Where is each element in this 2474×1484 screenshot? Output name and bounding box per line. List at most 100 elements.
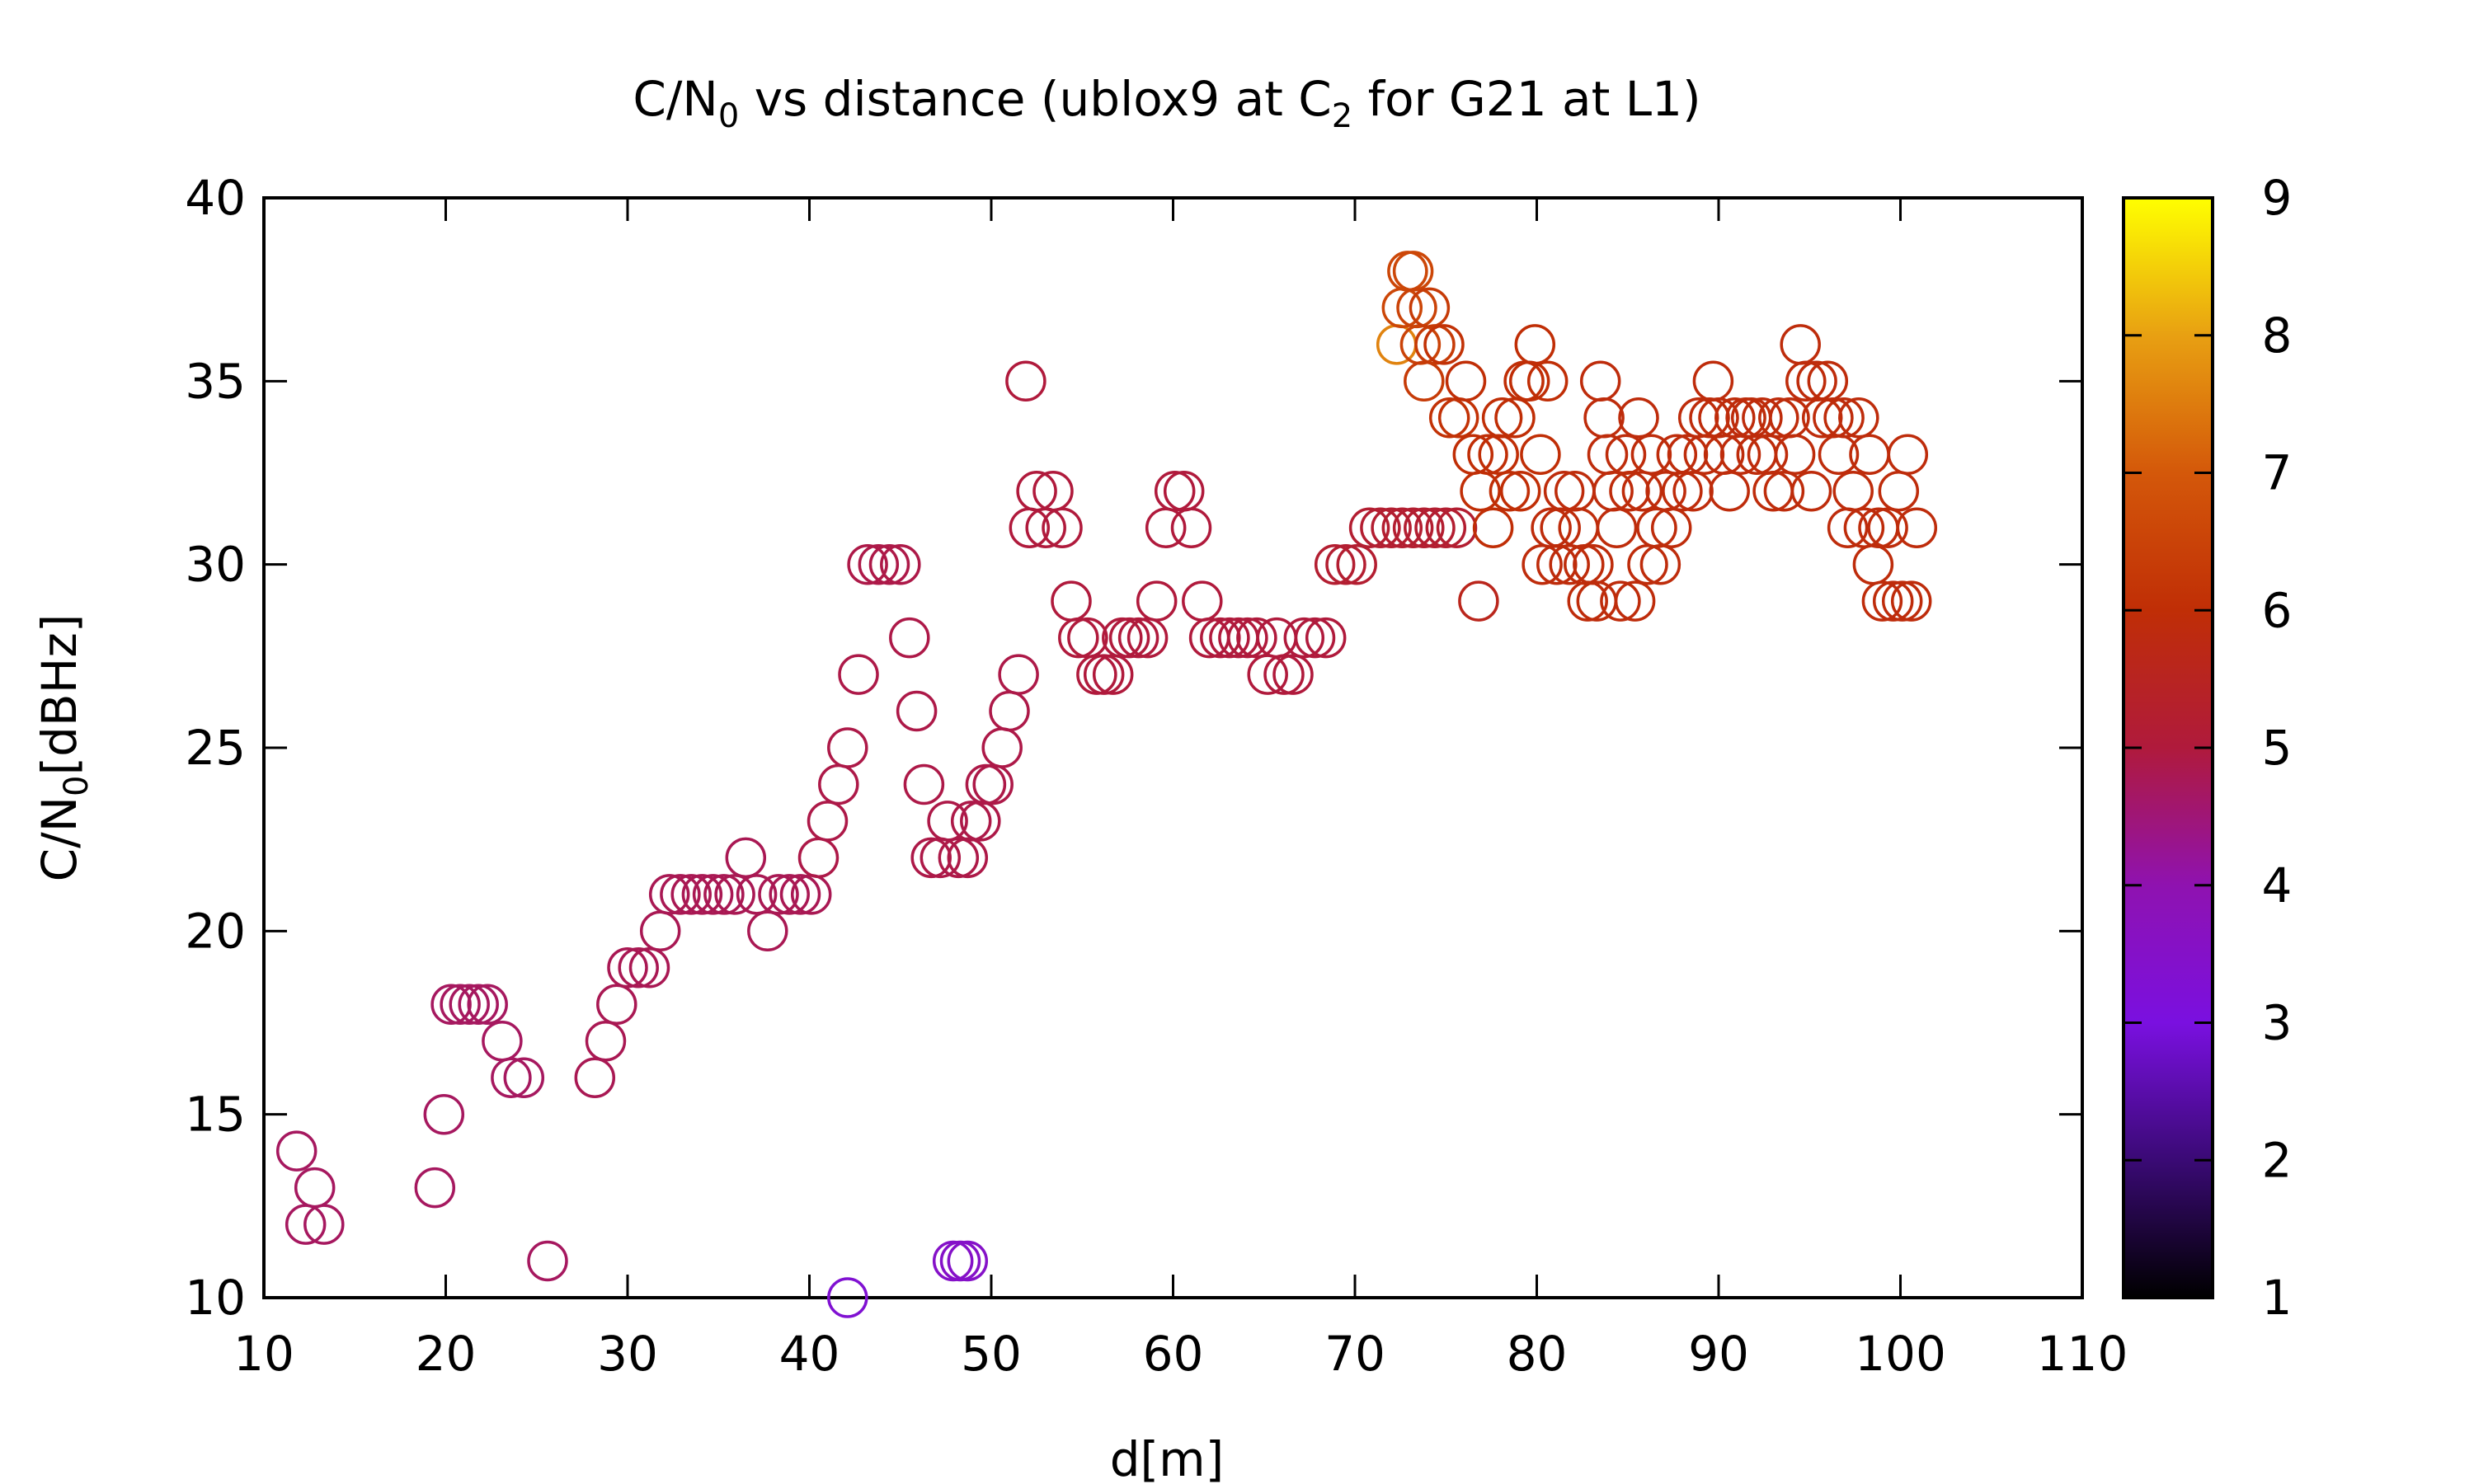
x-tick-label: 70 xyxy=(1324,1326,1385,1382)
data-point xyxy=(1774,434,1816,476)
colorbar-tick-label: 3 xyxy=(2262,995,2293,1051)
data-point xyxy=(628,947,670,989)
data-point xyxy=(1881,580,1923,622)
data-point xyxy=(1092,654,1134,695)
data-point xyxy=(430,984,472,1026)
data-point xyxy=(1692,360,1734,402)
data-point xyxy=(1032,470,1074,512)
data-point xyxy=(1423,324,1465,365)
x-tick-label: 60 xyxy=(1143,1326,1204,1382)
data-point xyxy=(303,1204,345,1245)
scatter-points xyxy=(275,251,1938,1318)
data-point xyxy=(1425,507,1467,548)
x-tick-label: 50 xyxy=(961,1326,1022,1382)
data-point xyxy=(747,910,788,952)
colorbar-tick-label: 7 xyxy=(2262,445,2293,501)
data-point xyxy=(725,837,767,879)
data-point xyxy=(972,763,1014,805)
data-point xyxy=(1609,470,1650,512)
data-point xyxy=(1600,580,1641,622)
data-point xyxy=(838,654,879,695)
y-axis-label: C/N0[dBHz] xyxy=(31,614,96,882)
data-point xyxy=(491,1057,532,1098)
data-point xyxy=(423,1093,465,1135)
y-axis-label-prefix: C/N xyxy=(31,796,87,881)
data-point xyxy=(294,1167,336,1209)
x-axis-label: d[m] xyxy=(1110,1431,1225,1484)
data-point xyxy=(1861,580,1903,622)
data-point xyxy=(1414,507,1456,548)
data-point xyxy=(1554,470,1596,512)
data-point xyxy=(1478,434,1519,476)
data-point xyxy=(827,1277,868,1318)
data-point xyxy=(440,984,481,1026)
data-point xyxy=(965,763,1007,805)
data-point xyxy=(818,763,859,805)
data-point xyxy=(1182,580,1223,622)
data-point xyxy=(827,727,868,768)
colorbar-tick-label: 6 xyxy=(2262,582,2293,638)
data-point xyxy=(607,947,648,989)
y-axis-label-sub: 0 xyxy=(58,776,96,796)
data-point xyxy=(1314,543,1356,585)
data-point xyxy=(779,874,821,915)
data-point xyxy=(1752,470,1794,512)
y-tick-label: 35 xyxy=(185,353,246,409)
data-point xyxy=(275,1130,317,1172)
data-point xyxy=(807,801,849,842)
data-point xyxy=(1878,470,1920,512)
data-point xyxy=(1790,470,1832,512)
x-tick-label: 40 xyxy=(779,1326,840,1382)
y-tick-label: 25 xyxy=(185,720,246,776)
data-point xyxy=(1780,324,1821,365)
data-point xyxy=(1472,507,1514,548)
data-point xyxy=(889,617,930,659)
data-point xyxy=(1650,507,1692,548)
data-point xyxy=(910,837,952,879)
y-tick-label: 15 xyxy=(185,1087,246,1143)
data-point xyxy=(1283,617,1325,659)
y-tick-label: 20 xyxy=(185,903,246,959)
data-point xyxy=(1807,360,1849,402)
data-point xyxy=(1016,470,1057,512)
data-point xyxy=(1305,617,1347,659)
data-point xyxy=(618,947,659,989)
data-point xyxy=(1592,470,1634,512)
data-point xyxy=(1639,543,1681,585)
data-point xyxy=(458,984,499,1026)
x-tick-label: 90 xyxy=(1688,1326,1749,1382)
data-point xyxy=(1709,470,1750,512)
data-point xyxy=(1852,543,1894,585)
data-point xyxy=(1499,470,1541,512)
chart-title-sub2: 2 xyxy=(1332,97,1352,135)
data-point xyxy=(681,874,723,915)
data-point xyxy=(903,763,945,805)
data-point xyxy=(858,543,900,585)
data-point xyxy=(1404,360,1445,402)
colorbar-tick-label: 4 xyxy=(2262,857,2293,913)
data-point xyxy=(414,1167,456,1209)
data-point xyxy=(1896,507,1938,548)
data-point xyxy=(1583,397,1625,439)
data-point xyxy=(1042,507,1083,548)
data-point xyxy=(1520,434,1561,476)
data-point xyxy=(1154,470,1196,512)
data-point xyxy=(1348,507,1390,548)
data-point xyxy=(1576,580,1618,622)
axis-ticks: 10 20 30 40 50 60 70 80 90 100 110 10 15 20 25 30 35 40 xyxy=(185,170,2128,1382)
y-tick-label: 10 xyxy=(185,1270,246,1326)
x-tick-label: 10 xyxy=(233,1326,294,1382)
data-point xyxy=(1025,507,1066,548)
data-point xyxy=(939,1240,981,1282)
data-point xyxy=(769,874,810,915)
data-point xyxy=(1227,617,1268,659)
data-point xyxy=(1067,617,1108,659)
y-axis-label-suffix: [dBHz] xyxy=(31,614,87,776)
data-point xyxy=(1414,324,1456,365)
data-point xyxy=(714,874,755,915)
data-point xyxy=(1371,507,1412,548)
data-point xyxy=(1200,617,1241,659)
data-point xyxy=(1117,617,1159,659)
chart-title-prefix: C/N xyxy=(633,71,717,127)
